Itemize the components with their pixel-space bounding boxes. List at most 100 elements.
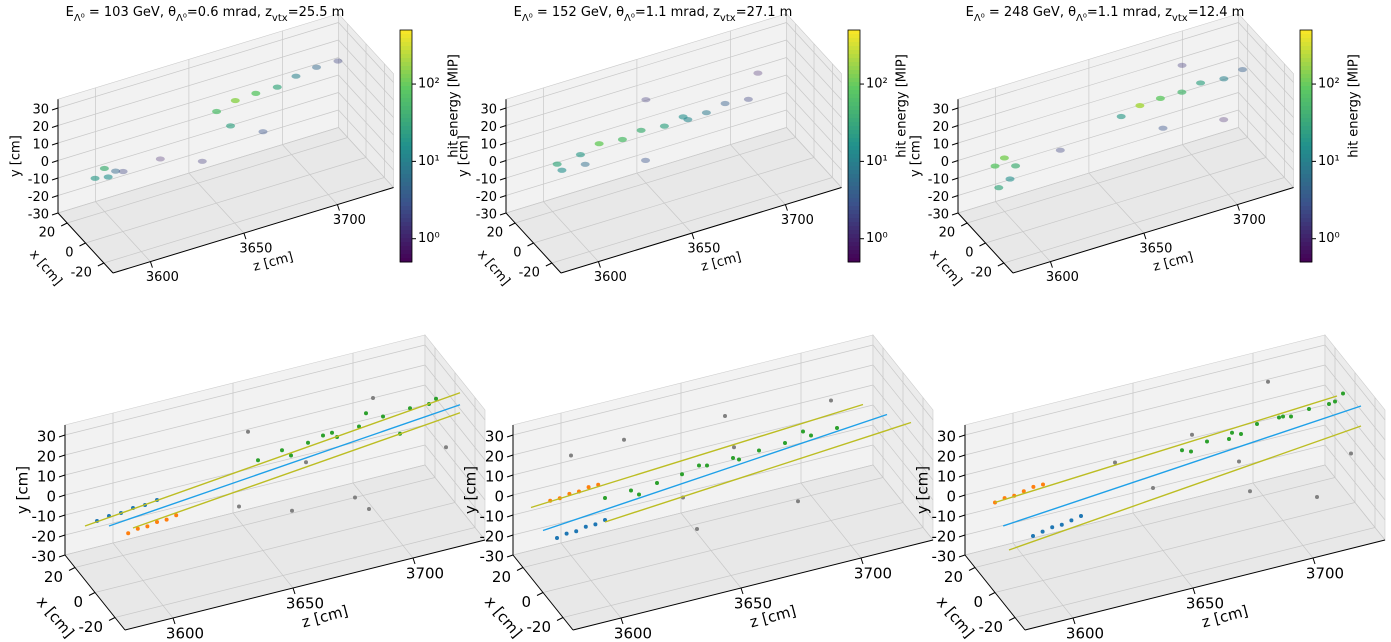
colorbar-cell (848, 166, 860, 171)
z-tick-label: 3700 (333, 213, 366, 228)
tick-mark (958, 454, 966, 458)
hit-point (583, 524, 588, 529)
y-tick-label: -30 (32, 548, 57, 566)
colorbar-cell (1300, 62, 1312, 67)
colorbar-cell (1300, 130, 1312, 135)
colorbar-cell (400, 86, 412, 91)
colorbar-frame (847, 29, 861, 263)
hit (580, 161, 590, 167)
colorbar-cell (848, 78, 860, 83)
hit (743, 96, 753, 102)
colorbar-cell (848, 130, 860, 135)
title-part: =25.5 m (288, 5, 345, 20)
hit-point (783, 441, 787, 445)
colorbar-cell (1300, 250, 1312, 255)
title-part: = 152 GeV, θ (533, 5, 624, 20)
y-tick-label: 10 (32, 138, 49, 153)
y-tick-label: -20 (476, 190, 497, 205)
hit-point (723, 414, 727, 418)
tick-mark (506, 514, 514, 518)
hit (1155, 95, 1165, 101)
title-part: =1.1 mrad, z (1087, 5, 1172, 20)
colorbar-cell (848, 30, 860, 35)
colorbar-cell (400, 62, 412, 67)
hit-point (1307, 407, 1311, 411)
grid-line (1014, 527, 1376, 618)
hit-point (237, 504, 241, 509)
grid-line (964, 364, 1326, 456)
tick-mark (51, 212, 59, 216)
grid-line (800, 482, 862, 559)
subplot: -30 -20 -10 0 10 20 30 -20 0 20 3600 3650 3700 y [cm]… (9, 5, 462, 289)
title-part: = 248 GeV, θ (985, 5, 1076, 20)
colorbar-cell (848, 94, 860, 99)
grid-line (957, 39, 1239, 126)
colorbar-cell (400, 170, 412, 175)
y-tick-label: -30 (480, 548, 505, 566)
colorbar-cell (848, 110, 860, 115)
hit-point (1069, 518, 1074, 523)
y-tick-label: 30 (37, 428, 56, 446)
y-axis-label: y [cm] (457, 135, 472, 177)
hit-point (574, 529, 579, 534)
colorbar-tick-label: 10² (866, 77, 888, 92)
tick-mark (51, 177, 59, 181)
z-tick-label: 3600 (1046, 270, 1079, 285)
y-tick-label: 20 (480, 120, 497, 135)
grid-line (57, 92, 339, 179)
colorbar-cell (1300, 178, 1312, 183)
colorbar-cell (400, 254, 412, 259)
y-tick-label: -10 (932, 508, 957, 526)
hit (1177, 89, 1187, 95)
z-tick-label: 3600 (1066, 625, 1104, 642)
hit-point (564, 531, 569, 536)
tick-mark (1236, 204, 1240, 211)
hit-point (1255, 422, 1259, 426)
z-axis-line (572, 539, 934, 631)
colorbar-cell (1300, 38, 1312, 43)
grid-line (505, 127, 787, 214)
colorbar-cell (400, 238, 412, 243)
hit (1005, 176, 1015, 182)
colorbar-cell (848, 134, 860, 139)
hit-point (145, 524, 150, 529)
tick-mark (506, 434, 514, 438)
x-tick-label: 20 (944, 568, 963, 586)
hit-point (593, 522, 598, 527)
colorbar-cell (1300, 82, 1312, 87)
colorbar-cell (848, 90, 860, 95)
hit-point (1189, 449, 1193, 454)
hit-point (737, 457, 741, 462)
y-tick-label: 10 (480, 138, 497, 153)
hit (990, 163, 1000, 169)
title-part: Λ⁰ (176, 13, 187, 24)
tick-mark (499, 160, 507, 163)
hit-point (164, 517, 169, 522)
colorbar-cell (848, 86, 860, 91)
colorbar-cell (400, 94, 412, 99)
tick-mark (536, 592, 544, 596)
grid-line (67, 137, 348, 224)
colorbar-cell (848, 194, 860, 199)
tick-mark (336, 204, 340, 211)
colorbar-cell (848, 182, 860, 187)
z-tick-label: 3600 (594, 270, 627, 285)
hit-point (135, 526, 140, 531)
z-tick-label: 3650 (1186, 595, 1224, 613)
grid-line (994, 502, 1356, 593)
hit (291, 73, 301, 79)
y-tick-label: 10 (932, 138, 949, 153)
grid-line (957, 92, 1239, 179)
title-part: E (966, 5, 974, 20)
hit (333, 58, 343, 64)
grid-line (505, 57, 787, 144)
colorbar-cell (400, 98, 412, 103)
y-tick-label: 30 (480, 103, 497, 118)
hit (1055, 147, 1065, 153)
colorbar-cell (848, 122, 860, 127)
colorbar-cell (1300, 242, 1312, 247)
colorbar-cell (848, 190, 860, 195)
subplot: -30 -20 -10 0 10 20 30 -20 0 20 3600 3650 3700 y [cm]… (462, 334, 934, 642)
colorbar-cell (400, 130, 412, 135)
colorbar-cell (1300, 134, 1312, 139)
